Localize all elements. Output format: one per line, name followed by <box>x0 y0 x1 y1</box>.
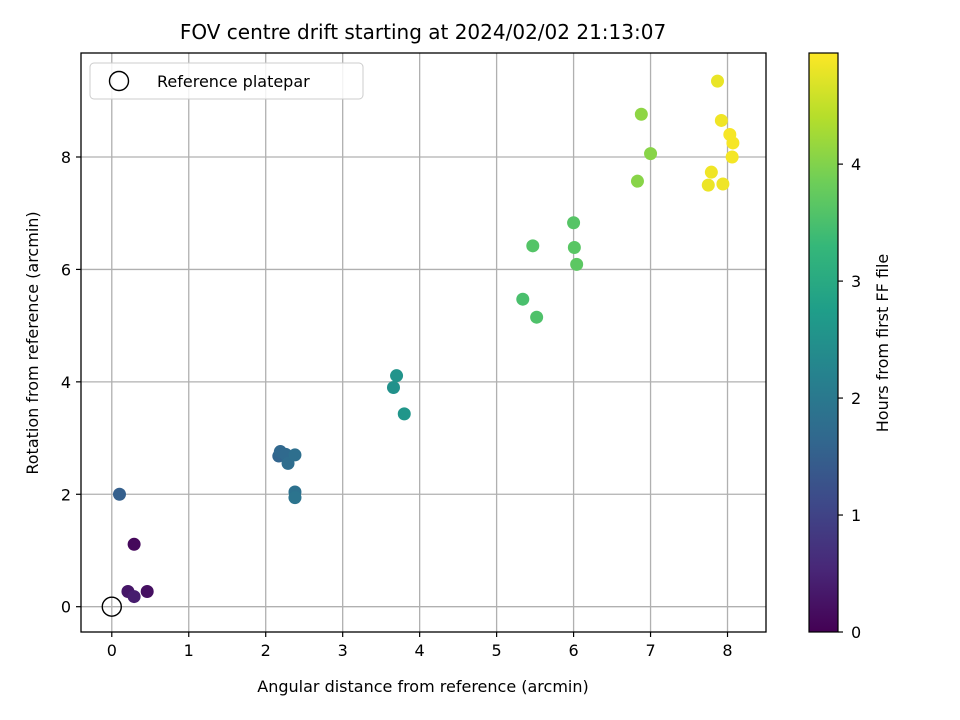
y-tick-label: 6 <box>61 260 71 279</box>
y-tick-label: 8 <box>61 148 71 167</box>
y-axis-label: Rotation from reference (arcmin) <box>23 211 42 474</box>
reference-marker-group <box>101 596 122 617</box>
data-point <box>288 491 302 505</box>
data-point <box>567 216 581 230</box>
colorbar-tick-label: 1 <box>851 506 861 525</box>
data-point <box>530 310 544 324</box>
legend-reference-marker <box>108 70 130 92</box>
data-point <box>127 537 141 551</box>
x-tick-label: 3 <box>338 641 348 660</box>
data-point <box>570 257 584 271</box>
colorbar-tick-label: 0 <box>851 623 861 642</box>
data-point <box>386 380 400 394</box>
data-point <box>567 240 581 254</box>
x-tick-label: 1 <box>184 641 194 660</box>
data-point <box>390 369 404 383</box>
chart-title: FOV centre drift starting at 2024/02/02 … <box>180 20 666 44</box>
colorbar-ticks: 0 1 2 3 4 <box>838 155 861 642</box>
data-point <box>288 448 302 462</box>
data-point <box>112 487 126 501</box>
y-axis-ticks: 0 2 4 6 8 <box>61 148 81 617</box>
x-tick-label: 7 <box>645 641 655 660</box>
data-points <box>112 74 740 604</box>
x-tick-label: 8 <box>722 641 732 660</box>
data-point <box>716 177 730 191</box>
x-tick-label: 2 <box>261 641 271 660</box>
colorbar <box>808 52 839 633</box>
data-point <box>634 107 648 121</box>
data-point <box>127 590 141 604</box>
data-point <box>397 407 411 421</box>
data-point <box>644 147 658 161</box>
x-tick-label: 5 <box>492 641 502 660</box>
colorbar-tick-label: 2 <box>851 389 861 408</box>
data-point <box>630 174 644 188</box>
data-point <box>714 113 728 127</box>
colorbar-label: Hours from first FF file <box>873 254 892 433</box>
data-point <box>704 165 718 179</box>
data-point <box>711 74 725 88</box>
grid-lines <box>81 53 766 632</box>
data-point <box>526 239 540 253</box>
legend-box <box>89 62 364 100</box>
data-point <box>516 292 530 306</box>
data-point <box>726 136 740 150</box>
legend: Reference platepar <box>89 62 364 100</box>
x-axis-label: Angular distance from reference (arcmin) <box>257 677 588 696</box>
x-tick-label: 6 <box>568 641 578 660</box>
data-point <box>701 178 715 192</box>
plot-frame <box>80 52 767 633</box>
y-tick-label: 4 <box>61 373 71 392</box>
x-tick-label: 4 <box>415 641 425 660</box>
y-tick-label: 0 <box>61 598 71 617</box>
data-point <box>140 585 154 599</box>
reference-platepar-marker <box>101 596 122 617</box>
y-tick-label: 2 <box>61 485 71 504</box>
colorbar-tick-label: 3 <box>851 272 861 291</box>
x-axis-ticks: 0 1 2 3 4 5 6 7 8 <box>107 632 733 660</box>
data-point <box>725 150 739 164</box>
x-tick-label: 0 <box>107 641 117 660</box>
colorbar-tick-label: 4 <box>851 155 861 174</box>
legend-label: Reference platepar <box>157 72 310 91</box>
